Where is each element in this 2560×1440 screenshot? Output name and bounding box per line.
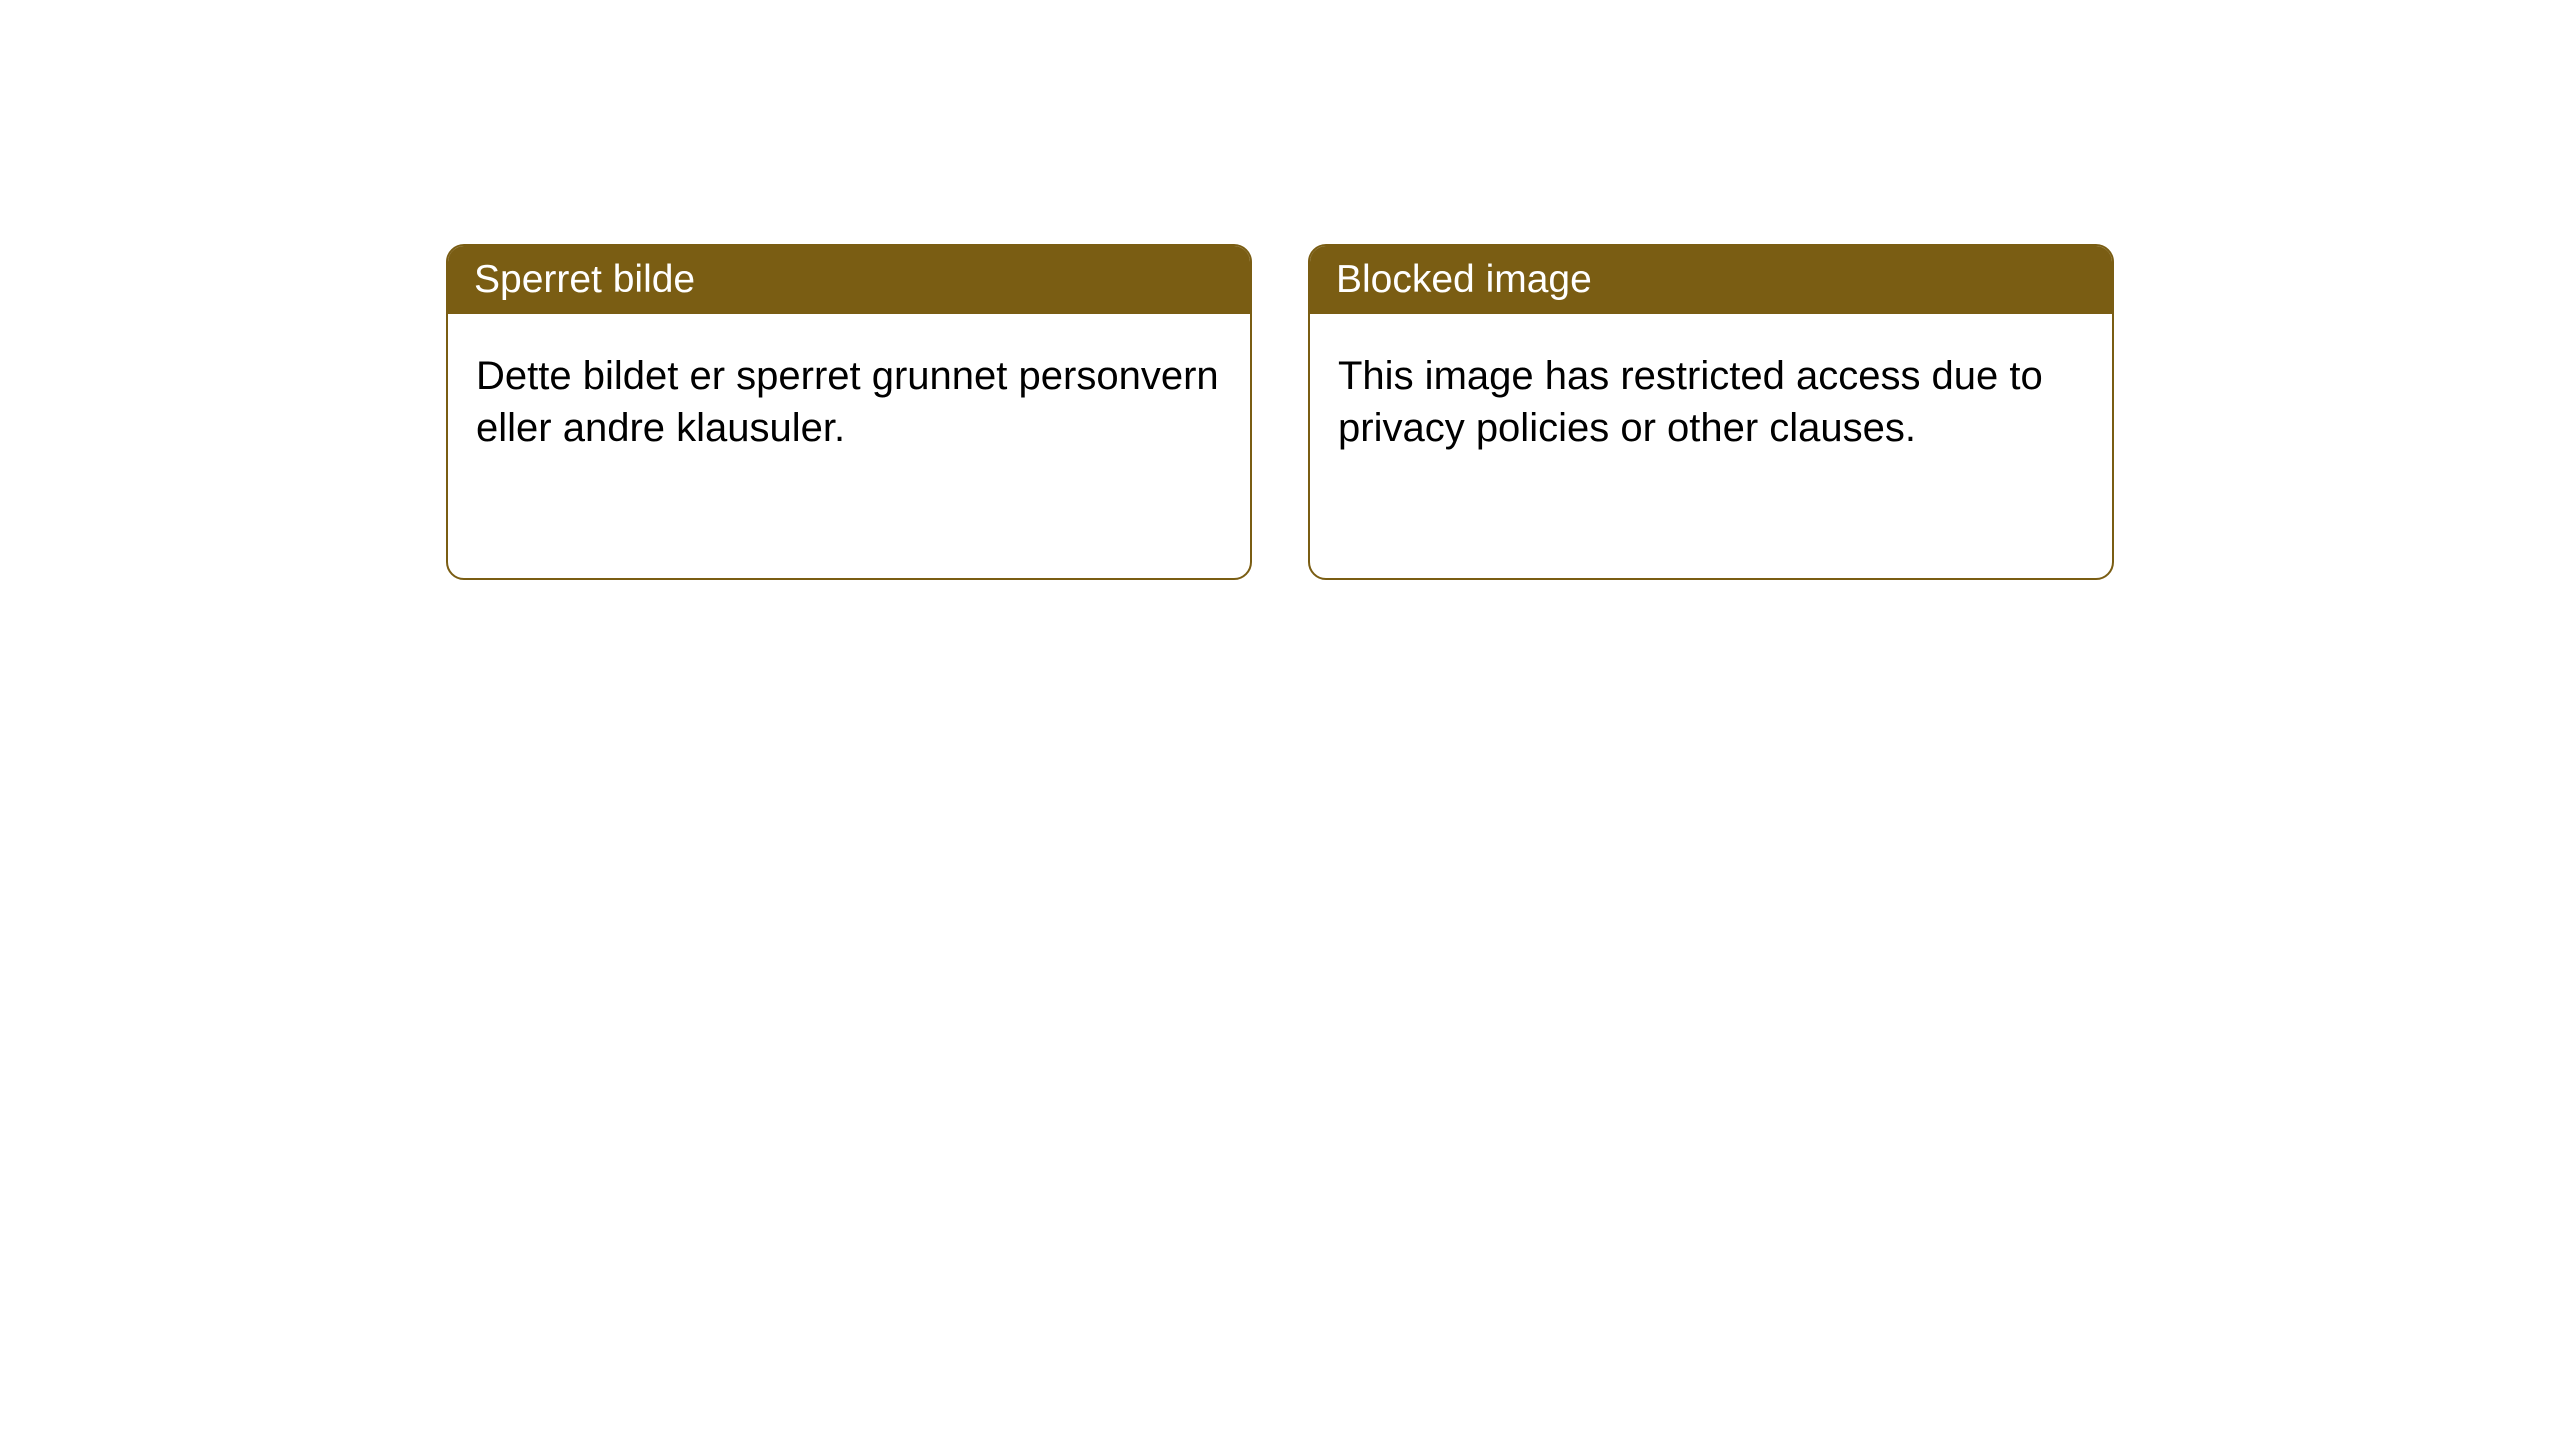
card-title-en: Blocked image	[1336, 258, 1592, 301]
blocked-image-card-en: Blocked image This image has restricted …	[1308, 244, 2114, 580]
blocked-image-card-no: Sperret bilde Dette bildet er sperret gr…	[446, 244, 1252, 580]
card-body-no: Dette bildet er sperret grunnet personve…	[448, 314, 1250, 490]
cards-container: Sperret bilde Dette bildet er sperret gr…	[0, 0, 2560, 580]
card-text-en: This image has restricted access due to …	[1338, 354, 2043, 450]
card-header-no: Sperret bilde	[448, 246, 1250, 314]
card-body-en: This image has restricted access due to …	[1310, 314, 2112, 490]
card-text-no: Dette bildet er sperret grunnet personve…	[476, 354, 1219, 450]
card-title-no: Sperret bilde	[474, 258, 695, 301]
card-header-en: Blocked image	[1310, 246, 2112, 314]
